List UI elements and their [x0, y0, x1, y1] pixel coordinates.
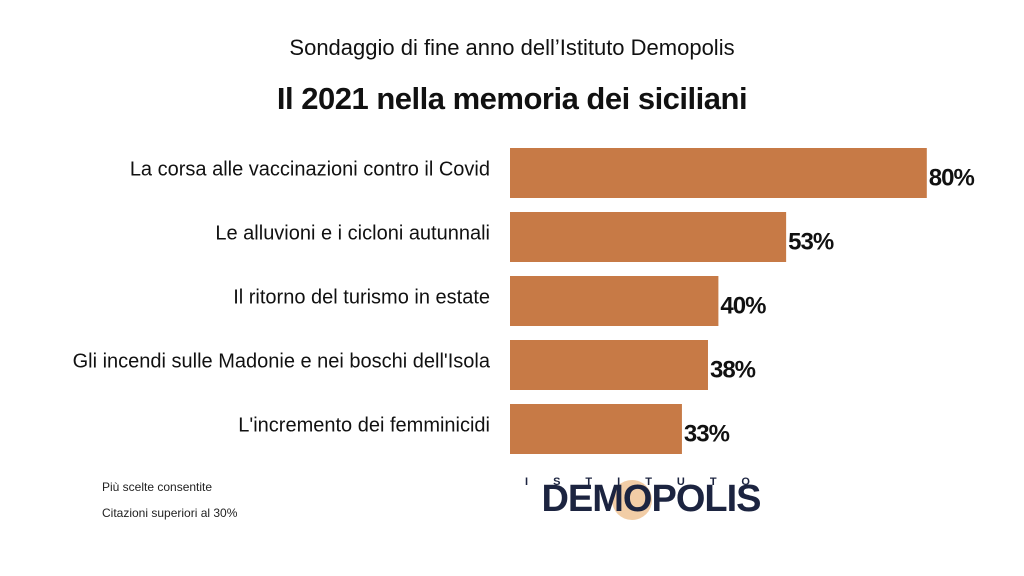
value-label: 80%	[929, 164, 975, 191]
category-label: Le alluvioni e i cicloni autunnali	[215, 222, 490, 244]
logo-top: ISTITUTO	[525, 476, 775, 488]
value-label: 53%	[788, 228, 834, 255]
bar	[510, 276, 719, 326]
value-label: 40%	[720, 292, 766, 319]
chart-title: Il 2021 nella memoria dei siciliani	[277, 81, 747, 116]
bar	[510, 148, 927, 198]
footnote: Citazioni superiori al 30%	[102, 506, 238, 520]
category-label: La corsa alle vaccinazioni contro il Cov…	[130, 158, 490, 180]
chart-subtitle: Sondaggio di fine anno dell’Istituto Dem…	[289, 35, 734, 60]
bar	[510, 212, 787, 262]
category-label: Il ritorno del turismo in estate	[233, 286, 490, 308]
value-label: 38%	[710, 356, 756, 383]
logo-name: DEMOPOLIS	[541, 478, 760, 520]
bar	[510, 340, 708, 390]
footnote: Più scelte consentite	[102, 480, 212, 494]
bar	[510, 404, 682, 454]
category-label: L'incremento dei femminicidi	[238, 414, 490, 436]
category-label: Gli incendi sulle Madonie e nei boschi d…	[73, 350, 491, 372]
value-label: 33%	[684, 420, 730, 447]
logo-emblem	[612, 480, 652, 520]
